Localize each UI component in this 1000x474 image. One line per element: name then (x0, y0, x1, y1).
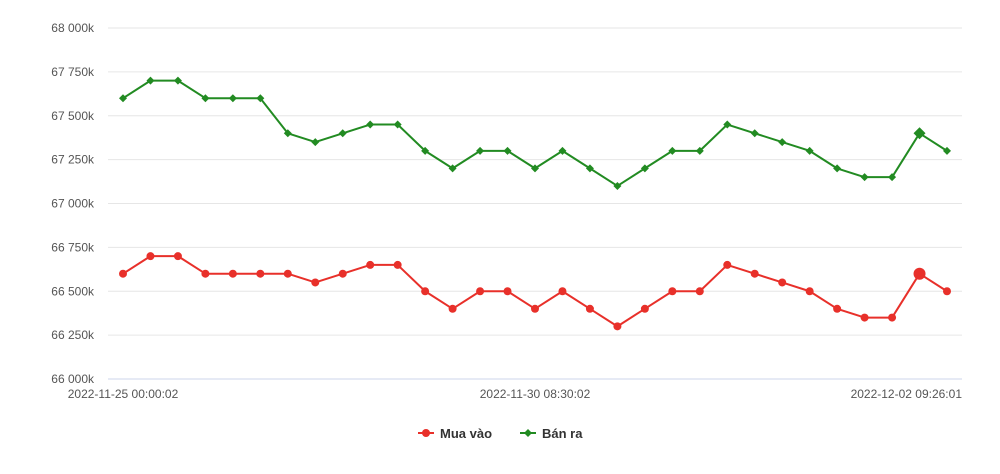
data-point[interactable] (228, 269, 237, 278)
legend-label: Mua vào (440, 426, 492, 441)
data-point[interactable] (311, 278, 320, 287)
data-point[interactable] (558, 146, 567, 155)
legend-label: Bán ra (542, 426, 583, 441)
data-point[interactable] (640, 164, 649, 173)
data-point[interactable] (283, 129, 292, 138)
data-point[interactable] (913, 127, 926, 140)
y-tick-label: 67 500k (51, 109, 95, 123)
data-point[interactable] (888, 173, 897, 182)
data-point[interactable] (421, 146, 430, 155)
data-point[interactable] (613, 322, 622, 331)
data-point[interactable] (228, 94, 237, 103)
y-tick-label: 67 000k (51, 197, 95, 211)
y-tick-label: 67 750k (51, 65, 95, 79)
data-point[interactable] (201, 269, 210, 278)
data-point[interactable] (503, 287, 512, 296)
data-point[interactable] (476, 287, 485, 296)
data-point[interactable] (833, 164, 842, 173)
data-point[interactable] (723, 120, 732, 129)
data-point[interactable] (833, 304, 842, 313)
y-tick-label: 66 750k (51, 240, 95, 254)
data-point[interactable] (558, 287, 567, 296)
data-point[interactable] (311, 138, 320, 147)
data-point[interactable] (338, 129, 347, 138)
data-point[interactable] (613, 181, 622, 190)
series-mua-vao (119, 252, 951, 331)
data-point[interactable] (146, 76, 155, 85)
data-point[interactable] (668, 287, 677, 296)
data-point[interactable] (201, 94, 210, 103)
x-tick-label: 2022-11-30 08:30:02 (480, 387, 591, 401)
data-point[interactable] (860, 313, 869, 322)
series-group (119, 76, 951, 331)
data-point[interactable] (913, 267, 926, 280)
data-point[interactable] (119, 269, 127, 278)
legend-item[interactable]: Mua vào (418, 426, 492, 441)
data-point[interactable] (750, 269, 759, 278)
series-ban-ra (119, 76, 951, 190)
data-point[interactable] (585, 304, 594, 313)
grid-lines (108, 27, 962, 336)
y-tick-label: 66 500k (51, 284, 95, 298)
data-point[interactable] (146, 252, 155, 261)
data-point[interactable] (805, 146, 814, 155)
data-point[interactable] (503, 146, 512, 155)
data-point[interactable] (256, 94, 265, 103)
legend-marker (422, 429, 430, 437)
data-point[interactable] (695, 146, 704, 155)
y-axis-ticks: 66 000k 66 250k 66 500k 66 750k 67 000k 67 25… (51, 21, 95, 386)
y-tick-label: 68 000k (51, 21, 95, 35)
data-point[interactable] (421, 287, 430, 296)
data-point[interactable] (531, 164, 539, 173)
data-point[interactable] (805, 287, 814, 296)
data-point[interactable] (695, 287, 704, 296)
data-point[interactable] (585, 164, 594, 173)
data-point[interactable] (860, 173, 869, 182)
data-point[interactable] (723, 260, 732, 269)
data-point[interactable] (393, 120, 402, 129)
legend[interactable]: Mua vào Bán ra (418, 426, 583, 441)
y-tick-label: 66 000k (51, 372, 95, 386)
y-tick-label: 67 250k (51, 153, 95, 167)
x-tick-label: 2022-11-25 00:00:02 (68, 387, 179, 401)
data-point[interactable] (256, 269, 265, 278)
legend-item[interactable]: Bán ra (520, 426, 583, 441)
data-point[interactable] (778, 138, 787, 147)
data-point[interactable] (448, 164, 457, 173)
data-point[interactable] (943, 146, 951, 155)
data-point[interactable] (448, 304, 457, 313)
y-tick-label: 66 250k (51, 328, 95, 342)
data-point[interactable] (119, 94, 127, 103)
data-point[interactable] (366, 260, 375, 269)
x-axis-ticks: 2022-11-25 00:00:02 2022-11-30 08:30:02 20… (68, 387, 963, 401)
x-tick-label: 2022-12-02 09:26:01 (851, 387, 963, 401)
data-point[interactable] (393, 260, 402, 269)
data-point[interactable] (943, 287, 951, 296)
data-point[interactable] (750, 129, 759, 138)
data-point[interactable] (476, 146, 485, 155)
data-point[interactable] (640, 304, 649, 313)
data-point[interactable] (173, 76, 182, 85)
data-point[interactable] (173, 252, 182, 261)
data-point[interactable] (778, 278, 787, 287)
data-point[interactable] (283, 269, 292, 278)
data-point[interactable] (338, 269, 347, 278)
data-point[interactable] (531, 304, 539, 313)
data-point[interactable] (668, 146, 677, 155)
data-point[interactable] (888, 313, 897, 322)
legend-marker (524, 429, 532, 437)
data-point[interactable] (366, 120, 375, 129)
